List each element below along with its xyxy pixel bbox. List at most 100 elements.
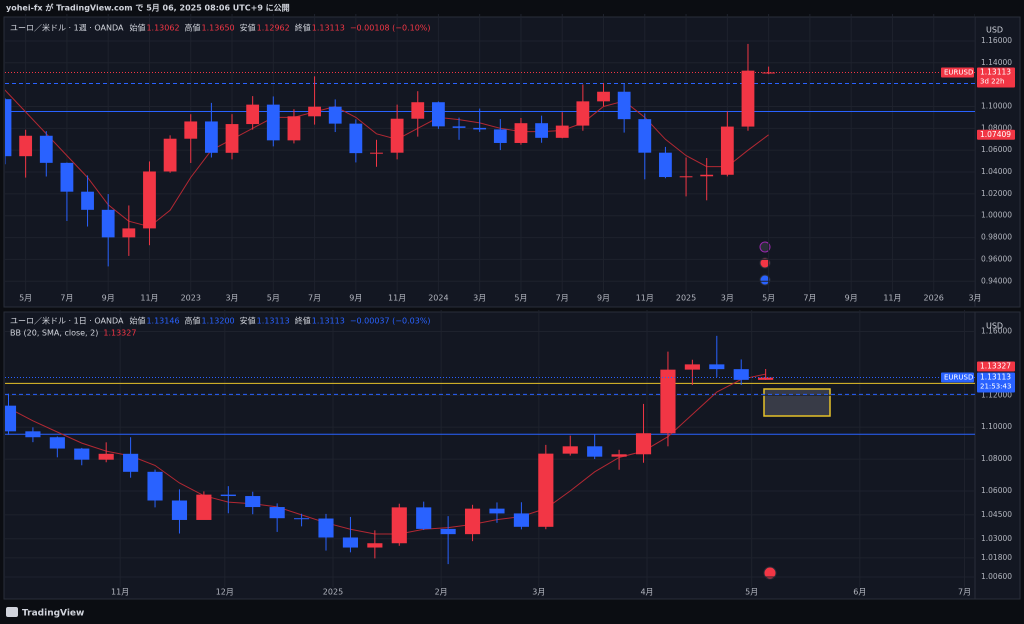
event-icon[interactable] — [763, 566, 777, 580]
candle-body — [611, 454, 627, 457]
legend-value: 1.12962 — [257, 24, 290, 33]
legend-change: −0.00037 (−0.03%) — [350, 317, 431, 326]
candle-body — [163, 138, 177, 172]
candle-body — [19, 135, 33, 157]
candle-body — [147, 471, 163, 501]
x-tick-label: 11月 — [883, 294, 901, 303]
x-tick-label: 5月 — [745, 588, 758, 597]
last-price-label: 1.13113 — [980, 373, 1011, 382]
candle-body — [440, 528, 456, 535]
candle-body — [266, 104, 280, 141]
y-tick-label: 1.06000 — [981, 145, 1012, 154]
y-tick-label: 1.12000 — [981, 390, 1012, 399]
candle-body — [60, 162, 74, 192]
candle-body — [225, 124, 239, 153]
x-tick-label: 11月 — [140, 294, 158, 303]
x-tick-label: 5月 — [762, 294, 775, 303]
legend-value: 1.13650 — [202, 24, 235, 33]
legend-value: 1.13062 — [146, 24, 179, 33]
legend-label: 高値 — [185, 23, 201, 33]
legend-label: 始値 — [129, 23, 145, 33]
axis-unit: USD — [986, 26, 1003, 35]
candle-body — [367, 543, 383, 548]
legend-value: 1.13113 — [312, 24, 345, 33]
y-tick-label: 1.00600 — [981, 572, 1012, 581]
candle-body — [432, 102, 445, 127]
candle-body — [204, 121, 218, 153]
candle-body — [171, 500, 188, 520]
candle-body — [269, 507, 285, 519]
y-tick-label: 1.02000 — [981, 189, 1012, 198]
event-icon[interactable] — [759, 274, 771, 286]
indicator-value: 1.13327 — [103, 329, 136, 338]
candle-body — [758, 377, 774, 380]
y-tick-label: 1.00000 — [981, 211, 1012, 220]
panel — [3, 311, 1021, 600]
candle-body — [246, 104, 260, 125]
candle-body — [562, 446, 578, 454]
y-tick-label: 1.16000 — [981, 327, 1012, 336]
axis-unit: USD — [986, 322, 1003, 331]
candle-body — [294, 518, 310, 520]
x-tick-label: 6月 — [853, 588, 866, 597]
candle-body — [411, 102, 425, 119]
x-tick-label: 12月 — [216, 588, 234, 597]
x-tick-label: 2023 — [181, 294, 201, 303]
y-tick-label: 1.03000 — [981, 534, 1012, 543]
countdown-label: 21:53:43 — [980, 383, 1011, 391]
candle-body — [5, 405, 17, 432]
x-tick-label: 11月 — [388, 294, 406, 303]
candle-body — [245, 496, 261, 508]
candle-body — [679, 176, 693, 178]
panel — [3, 16, 1021, 308]
legend-title: ユーロ／米ドル · 1週 · OANDA — [10, 23, 124, 33]
y-tick-label: 1.16000 — [981, 36, 1012, 45]
candle-body — [5, 99, 12, 157]
last-price-label: 1.13113 — [980, 67, 1011, 76]
candle-body — [349, 123, 363, 154]
x-tick-label: 5月 — [19, 294, 32, 303]
candle-body — [184, 121, 198, 139]
ma-price-label: 1.13327 — [980, 362, 1011, 371]
candle-body — [720, 126, 734, 175]
candle-body — [493, 129, 507, 143]
candle-body — [308, 106, 321, 117]
x-tick-label: 2025 — [323, 588, 343, 597]
candle-body — [700, 174, 714, 177]
plot-area — [5, 310, 975, 587]
legend-label: 安値 — [240, 316, 256, 326]
candle-body — [49, 437, 65, 449]
candle-body — [535, 123, 548, 138]
legend-title: ユーロ／米ドル · 1日 · OANDA — [10, 316, 124, 326]
plot-area — [5, 14, 975, 292]
candle-body — [122, 228, 136, 238]
candle-body — [576, 101, 590, 126]
x-tick-label: 3月 — [225, 294, 238, 303]
candle-body — [287, 116, 301, 141]
event-icon[interactable] — [759, 257, 771, 269]
legend-value: 1.13113 — [257, 317, 290, 326]
y-tick-label: 1.06000 — [981, 486, 1012, 495]
candle-body — [538, 453, 554, 527]
x-tick-label: 2月 — [435, 588, 448, 597]
legend-label: 安値 — [240, 23, 256, 33]
event-icon[interactable] — [759, 241, 771, 253]
legend-value: 1.13146 — [146, 317, 179, 326]
legend-label: 終値 — [295, 23, 311, 33]
x-tick-label: 3月 — [473, 294, 486, 303]
candle-body — [514, 123, 528, 143]
x-tick-label: 5月 — [267, 294, 280, 303]
ma-price-box — [977, 361, 1015, 372]
candle-body — [555, 125, 569, 138]
indicator-name: BB (20, SMA, close, 2) — [10, 329, 98, 338]
candle-body — [617, 91, 631, 120]
x-tick-label: 3月 — [532, 588, 545, 597]
symbol-box — [941, 372, 974, 383]
ma-price-box — [977, 129, 1015, 140]
x-tick-label: 2026 — [924, 294, 944, 303]
candle-body — [660, 369, 676, 434]
candle-body — [196, 494, 212, 520]
candle-body — [659, 152, 672, 178]
x-tick-label: 7月 — [308, 294, 321, 303]
